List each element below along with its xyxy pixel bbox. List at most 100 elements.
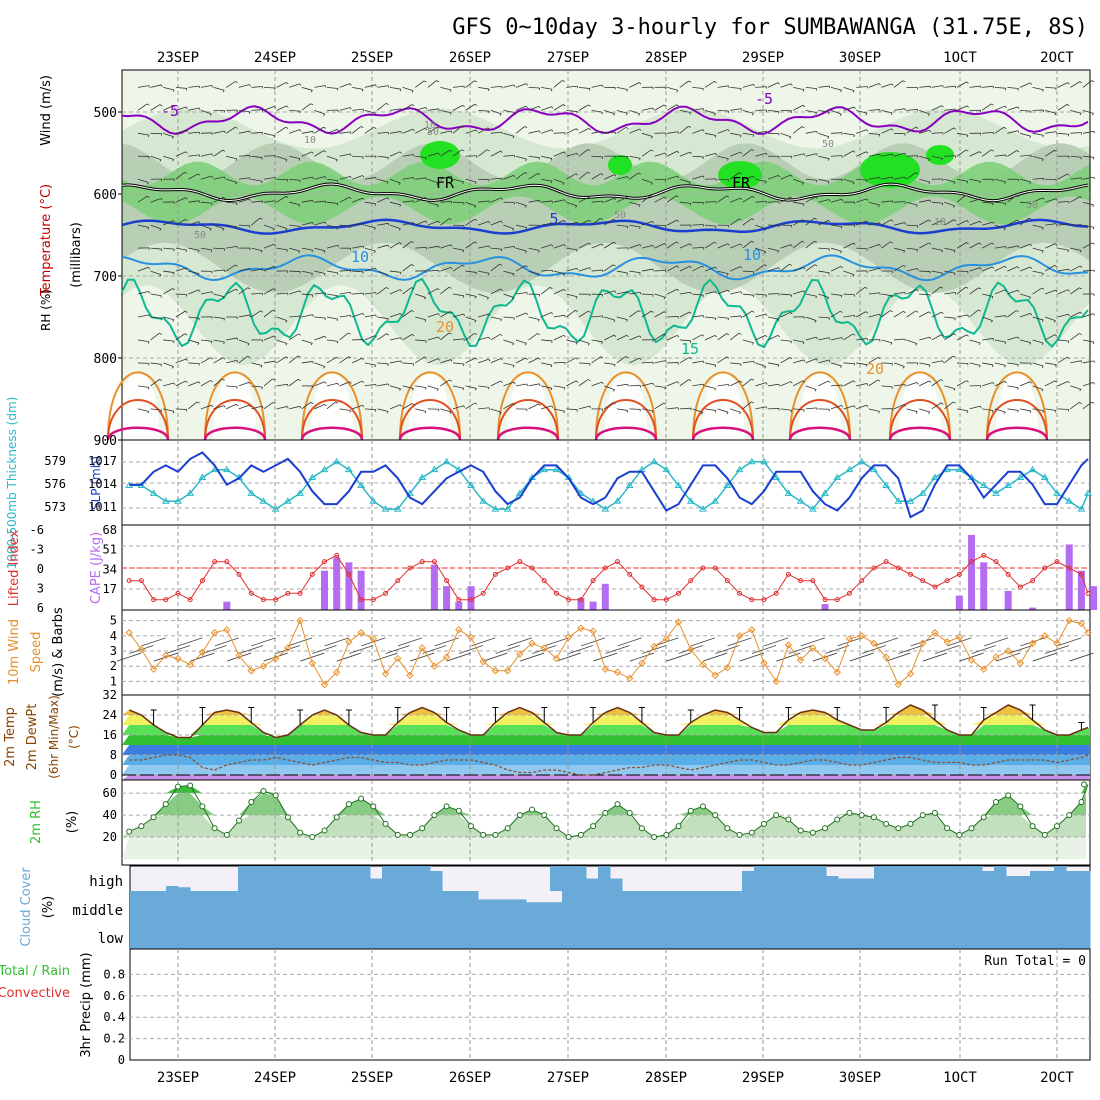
wind-barb-flag <box>336 227 339 230</box>
wind-barb-flag <box>1041 319 1044 323</box>
contour-label: 10 <box>934 217 946 228</box>
wind-barb <box>465 155 477 157</box>
cloud-bar-low <box>1042 919 1055 949</box>
wind-barb-flag <box>424 127 428 131</box>
rh2m-tick: 60 <box>103 786 117 800</box>
wind-barb <box>402 87 414 91</box>
wind-barb <box>1007 310 1017 318</box>
wind-barb <box>780 196 791 203</box>
wind-barb-flag <box>840 365 842 368</box>
wind-barb <box>541 269 553 272</box>
cloud-bar-high <box>430 871 443 891</box>
wind-barb-flag <box>1003 126 1007 129</box>
wind-barb <box>742 401 752 410</box>
contour-label: 20 <box>866 360 884 378</box>
wind-barb <box>994 362 1006 366</box>
wind-barb <box>503 270 515 275</box>
cloud-bar-low <box>910 919 923 949</box>
wind-barb-flag <box>664 387 666 390</box>
wind-barb-flag <box>979 220 982 224</box>
wind-barb <box>591 339 603 343</box>
wind-barb-flag <box>399 151 402 154</box>
wind-barb <box>969 287 979 295</box>
wind-barb <box>881 241 891 249</box>
wind-barb-flag <box>411 403 415 406</box>
wind-barb <box>717 408 729 413</box>
rh2m-point <box>272 792 279 799</box>
wind-barb <box>654 293 666 298</box>
wind-barb <box>402 241 412 249</box>
cloud-bar-middle <box>574 891 587 919</box>
wind-barb-flag <box>274 361 276 364</box>
wind-barb <box>679 178 691 183</box>
wind-barb-flag <box>714 388 717 391</box>
rh2m-point <box>614 801 621 808</box>
wind-barb-flag <box>411 104 415 107</box>
wind-barb <box>1032 197 1043 203</box>
cloud-bar-high <box>334 866 347 891</box>
wind-barb-flag <box>311 273 313 276</box>
rh2m-point <box>468 823 474 830</box>
wind-barb <box>730 243 741 249</box>
wind-barb-flag <box>751 240 755 243</box>
wind-barb-flag <box>424 411 427 414</box>
wind-barb <box>692 408 703 413</box>
wind-barb <box>301 131 313 134</box>
wind-barb-flag <box>524 172 528 175</box>
wind-barb <box>730 315 742 318</box>
wind-barb <box>767 201 780 203</box>
wind-barb <box>969 178 981 182</box>
wind-barb <box>755 130 767 134</box>
thickness-tick: 579 <box>44 454 66 468</box>
wind-barb <box>465 218 476 226</box>
wind-barb-flag <box>374 250 376 254</box>
wind-barb <box>616 291 628 295</box>
temp2m-tick: 16 <box>103 728 117 742</box>
wind-barb <box>301 103 311 111</box>
wind-barb-flag <box>274 177 276 180</box>
wind-barb <box>868 176 880 180</box>
wind10m-point <box>857 632 866 640</box>
wind-barb <box>377 362 389 365</box>
wind-barb <box>969 151 980 157</box>
contour-20-loop <box>399 371 461 441</box>
wind10m-barb <box>532 645 557 654</box>
wind-barb <box>881 200 893 203</box>
wind-barb-flag <box>890 241 893 244</box>
wind-barb-flag <box>361 357 365 361</box>
wind-barb-flag <box>272 378 276 381</box>
thickness-point <box>711 497 720 504</box>
thickness-point <box>222 465 231 473</box>
wind-barb-flag <box>438 336 440 340</box>
wind-barb-flag <box>400 108 402 112</box>
wind-barb <box>440 87 452 91</box>
wind-barb-flag <box>525 227 528 230</box>
wind-barb <box>956 408 968 412</box>
wind-barb-flag <box>411 90 414 93</box>
wind-barb <box>906 382 918 387</box>
wind10m-tick: 2 <box>110 659 117 673</box>
wind-barb-flag <box>652 268 654 272</box>
wind-barb <box>742 240 752 249</box>
wind-barb <box>226 385 238 388</box>
thickness-point <box>247 489 256 496</box>
wind-barb <box>163 362 174 367</box>
wind-barb <box>868 267 880 272</box>
wind-barb-flag <box>211 153 213 156</box>
wind-barb-flag <box>626 410 629 413</box>
wind-barb-flag <box>903 311 906 314</box>
wind-barb <box>276 126 286 134</box>
wind-barb <box>692 175 703 180</box>
wind-barb-flag <box>248 404 251 408</box>
wind-barb-flag <box>928 311 932 314</box>
contour-label: -5 <box>161 102 179 120</box>
wind-barb-flag <box>751 378 755 381</box>
rh2m-point <box>797 827 804 834</box>
wind-barb <box>755 362 766 367</box>
cloud-bar-low <box>670 919 683 949</box>
wind-barb-flag <box>349 196 352 200</box>
wind10m-point <box>748 625 756 634</box>
wind-barb <box>301 199 313 203</box>
wind-barb <box>654 333 665 341</box>
wind-barb <box>1019 109 1032 112</box>
